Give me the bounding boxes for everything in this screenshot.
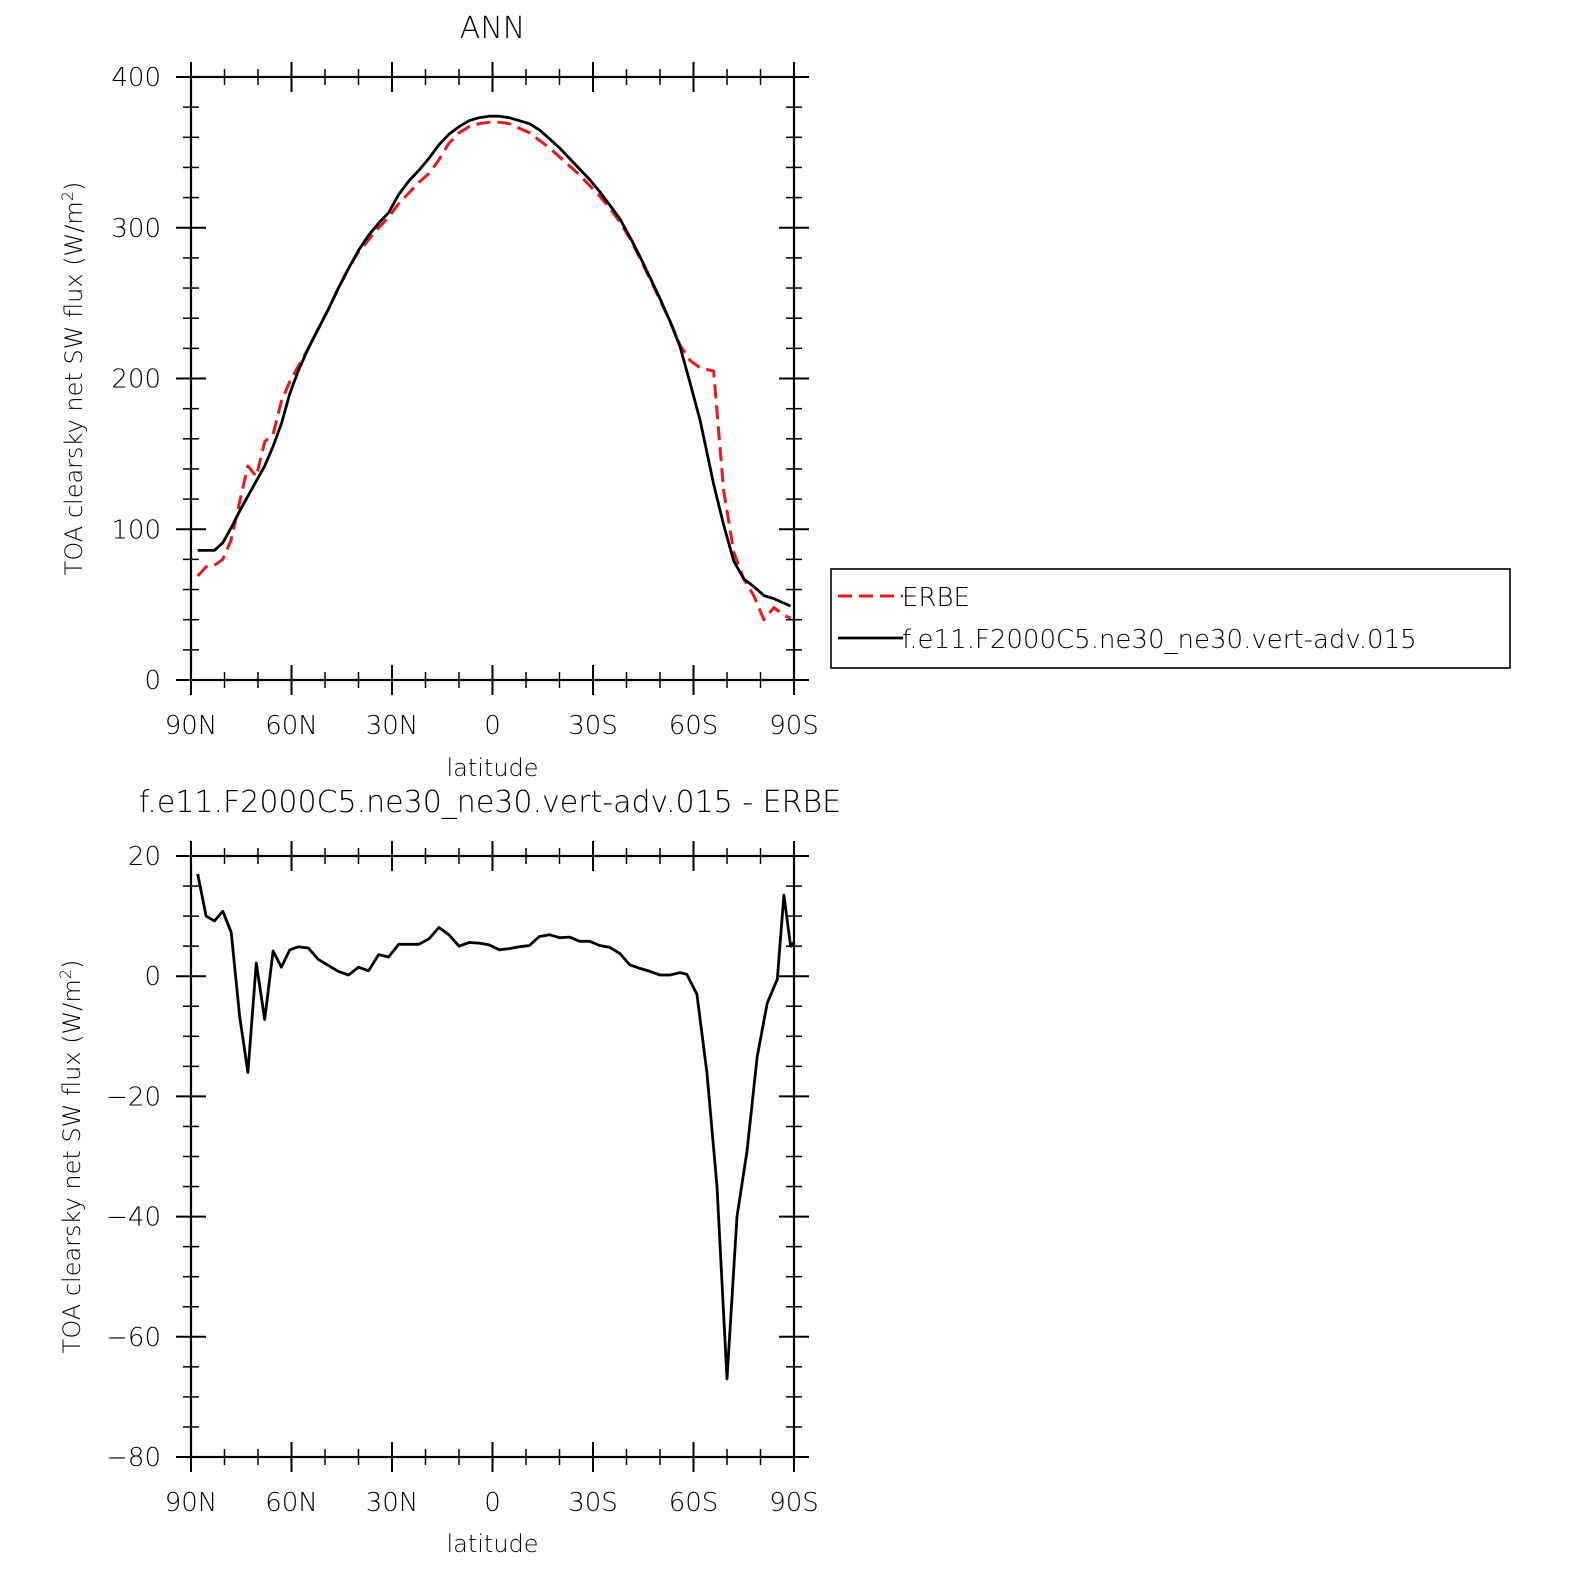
y-axis-label: TOA clearsky net SW flux (W/m2) xyxy=(56,960,86,1354)
x-tick-label: 60N xyxy=(265,1488,318,1518)
y-tick-label: 0 xyxy=(144,666,161,696)
legend-label-1: f.e11.F2000C5.ne30_ne30.vert-adv.015 xyxy=(902,625,1417,655)
y-tick-label: 300 xyxy=(111,214,161,244)
series-line-difference xyxy=(196,873,794,1381)
y-tick-label: −80 xyxy=(106,1443,161,1473)
x-axis-label: latitude xyxy=(446,754,538,782)
series-line-f-e11-f2000c5-ne30-ne30-vert-adv-015 xyxy=(197,114,792,608)
y-axis-label-superscript: 2 xyxy=(56,969,75,979)
y-tick-label: −40 xyxy=(106,1203,161,1233)
x-tick-label: 0 xyxy=(484,1488,501,1518)
x-tick-label: 90S xyxy=(769,1488,819,1518)
y-tick-label: 0 xyxy=(144,962,161,992)
plot-frame xyxy=(189,75,796,682)
x-tick-label: 30N xyxy=(366,1488,419,1518)
series-line-erbe xyxy=(196,120,792,622)
x-tick-label: 0 xyxy=(484,711,501,741)
x-tick-label: 30N xyxy=(366,711,419,741)
y-tick-label: −60 xyxy=(106,1323,161,1353)
x-tick-label: 60N xyxy=(265,711,318,741)
x-tick-label: 30S xyxy=(568,711,618,741)
y-tick-label: 20 xyxy=(128,842,161,872)
chart-title: f.e11.F2000C5.ne30_ne30.vert-adv.015 - E… xyxy=(139,785,841,820)
y-axis-label-main: TOA clearsky net SW flux (W/m xyxy=(60,201,88,575)
x-axis-label: latitude xyxy=(446,1530,538,1558)
y-axis-label-superscript: 2 xyxy=(58,191,77,201)
x-tick-label: 90S xyxy=(769,711,819,741)
y-tick-label: 400 xyxy=(111,63,161,93)
chart-title: ANN xyxy=(460,11,525,46)
x-tick-label: 90N xyxy=(165,1488,218,1518)
x-tick-label: 30S xyxy=(568,1488,618,1518)
top-line-chart: 0 100 200 300 400 90N 60N 30N 0 30S 60S 90S ANN latit… xyxy=(58,11,819,782)
y-axis-label-main: TOA clearsky net SW flux (W/m xyxy=(58,979,86,1353)
y-axis-label: TOA clearsky net SW flux (W/m2) xyxy=(58,182,88,576)
bottom-difference-chart: −80 −60 −40 −20 0 20 90N 60N 30N 0 30S 60S 90S f.e11.… xyxy=(56,785,841,1558)
x-tick-label: 90N xyxy=(165,711,218,741)
chart-legend: ERBE f.e11.F2000C5.ne30_ne30.vert-adv.015 xyxy=(830,568,1511,669)
y-tick-label: −20 xyxy=(106,1082,161,1112)
y-axis-label-close: ) xyxy=(60,182,88,191)
legend-label-0: ERBE xyxy=(902,583,970,613)
y-axis-label-close: ) xyxy=(58,960,86,969)
y-tick-label: 200 xyxy=(111,365,161,395)
x-tick-label: 60S xyxy=(669,711,719,741)
x-tick-label: 60S xyxy=(669,1488,719,1518)
legend-box xyxy=(830,568,1511,669)
y-tick-label: 100 xyxy=(111,515,161,545)
